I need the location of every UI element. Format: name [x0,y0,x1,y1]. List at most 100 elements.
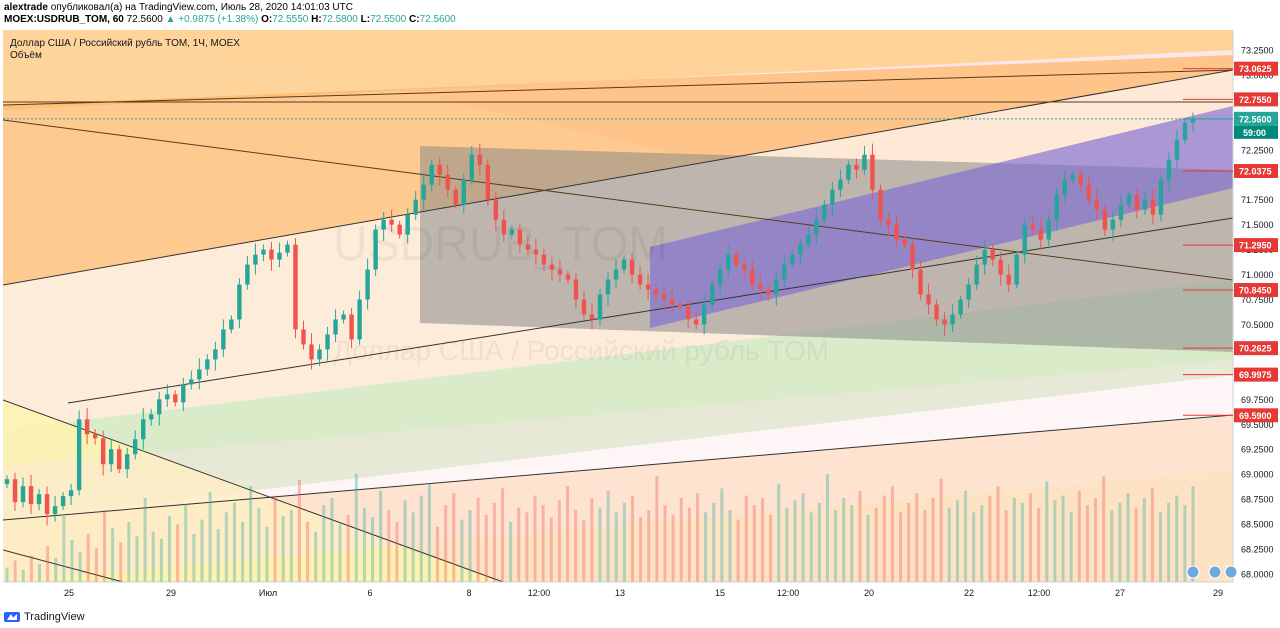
candle-body[interactable] [742,264,747,270]
candle-body[interactable] [1014,254,1019,285]
orange-channel-upper[interactable] [3,30,1233,110]
candle-body[interactable] [822,204,827,220]
candle-body[interactable] [1134,194,1140,210]
candle-body[interactable] [814,219,819,235]
candle-body[interactable] [100,438,106,465]
candle-body[interactable] [333,319,338,335]
candle-body[interactable] [501,219,507,235]
candle-body[interactable] [661,294,667,300]
candle-body[interactable] [854,164,859,170]
price-chart[interactable]: USDRUB_TOM Доллар США / Российский рубль… [3,30,1278,608]
candle-body[interactable] [373,229,378,270]
candle-body[interactable] [573,279,579,300]
candle-body[interactable] [197,369,202,380]
candle-body[interactable] [589,314,595,320]
purple-channel[interactable] [650,106,1233,328]
drawings-layer[interactable] [3,30,1234,583]
candle-body[interactable] [381,219,386,230]
candle-body[interactable] [285,244,290,253]
candle-body[interactable] [181,384,186,403]
candle-body[interactable] [1158,179,1164,215]
candles[interactable] [4,112,1196,526]
candle-body[interactable] [774,279,779,295]
candle-body[interactable] [533,249,539,255]
candle-body[interactable] [301,329,306,345]
candle-body[interactable] [557,269,563,275]
candle-body[interactable] [581,299,587,315]
candle-body[interactable] [429,164,434,185]
candle-body[interactable] [229,319,234,330]
candle-body[interactable] [4,479,10,485]
candle-body[interactable] [173,394,178,403]
candle-body[interactable] [862,154,867,170]
candle-body[interactable] [942,319,947,325]
time-axis[interactable] [3,582,1278,608]
trendline-5[interactable] [3,119,1234,281]
candle-body[interactable] [637,274,643,285]
candle-body[interactable] [1190,118,1196,123]
candle-body[interactable] [709,284,715,305]
candle-body[interactable] [357,299,362,340]
candle-body[interactable] [549,264,555,270]
candle-body[interactable] [701,304,707,325]
candle-body[interactable] [189,379,194,385]
candle-body[interactable] [918,269,923,295]
candle-body[interactable] [149,414,154,420]
candle-body[interactable] [1086,184,1092,200]
candle-body[interactable] [613,269,619,280]
candle-body[interactable] [92,434,98,439]
candle-body[interactable] [60,496,66,507]
candle-body[interactable] [1174,139,1180,160]
candle-body[interactable] [341,314,346,320]
flag-icon[interactable] [1224,565,1238,579]
volume-legend[interactable]: Объём [10,49,42,61]
candle-body[interactable] [36,494,42,505]
candle-body[interactable] [926,294,931,305]
candle-body[interactable] [477,154,483,165]
candle-body[interactable] [886,219,891,225]
candle-body[interactable] [525,244,531,250]
candle-body[interactable] [838,179,843,190]
candle-body[interactable] [28,486,34,505]
candle-body[interactable] [790,254,795,265]
candle-body[interactable] [469,154,474,180]
candle-body[interactable] [726,254,731,270]
candle-body[interactable] [974,264,979,285]
candle-body[interactable] [717,269,723,285]
candle-body[interactable] [621,259,627,270]
candle-body[interactable] [693,319,699,325]
candle-body[interactable] [910,244,915,270]
candle-body[interactable] [677,304,683,307]
candle-body[interactable] [1078,174,1084,185]
candle-body[interactable] [245,264,250,285]
candle-body[interactable] [950,314,955,325]
candle-body[interactable] [349,314,354,340]
candle-body[interactable] [461,179,466,205]
candle-body[interactable] [20,486,26,503]
candle-body[interactable] [413,199,418,215]
candle-body[interactable] [213,349,218,360]
pink-zone-bottom[interactable] [3,360,1233,582]
candle-body[interactable] [205,359,210,370]
candle-body[interactable] [878,189,883,220]
candle-body[interactable] [237,284,242,320]
candle-body[interactable] [1166,159,1172,180]
candle-body[interactable] [269,249,274,260]
trendline-4[interactable] [3,414,1234,521]
candle-body[interactable] [653,289,659,295]
candle-body[interactable] [277,252,282,260]
candle-body[interactable] [1110,219,1116,230]
event-flags[interactable] [1186,565,1238,579]
candle-body[interactable] [605,279,611,295]
candle-body[interactable] [253,254,258,265]
candle-body[interactable] [76,419,82,491]
candle-body[interactable] [68,490,74,497]
candle-body[interactable] [782,264,787,280]
candle-body[interactable] [317,349,322,360]
candle-body[interactable] [685,306,691,320]
trendline-7[interactable] [3,549,124,583]
candle-body[interactable] [565,274,571,280]
candle-body[interactable] [421,184,426,200]
candle-body[interactable] [958,299,963,315]
candle-body[interactable] [12,479,18,503]
